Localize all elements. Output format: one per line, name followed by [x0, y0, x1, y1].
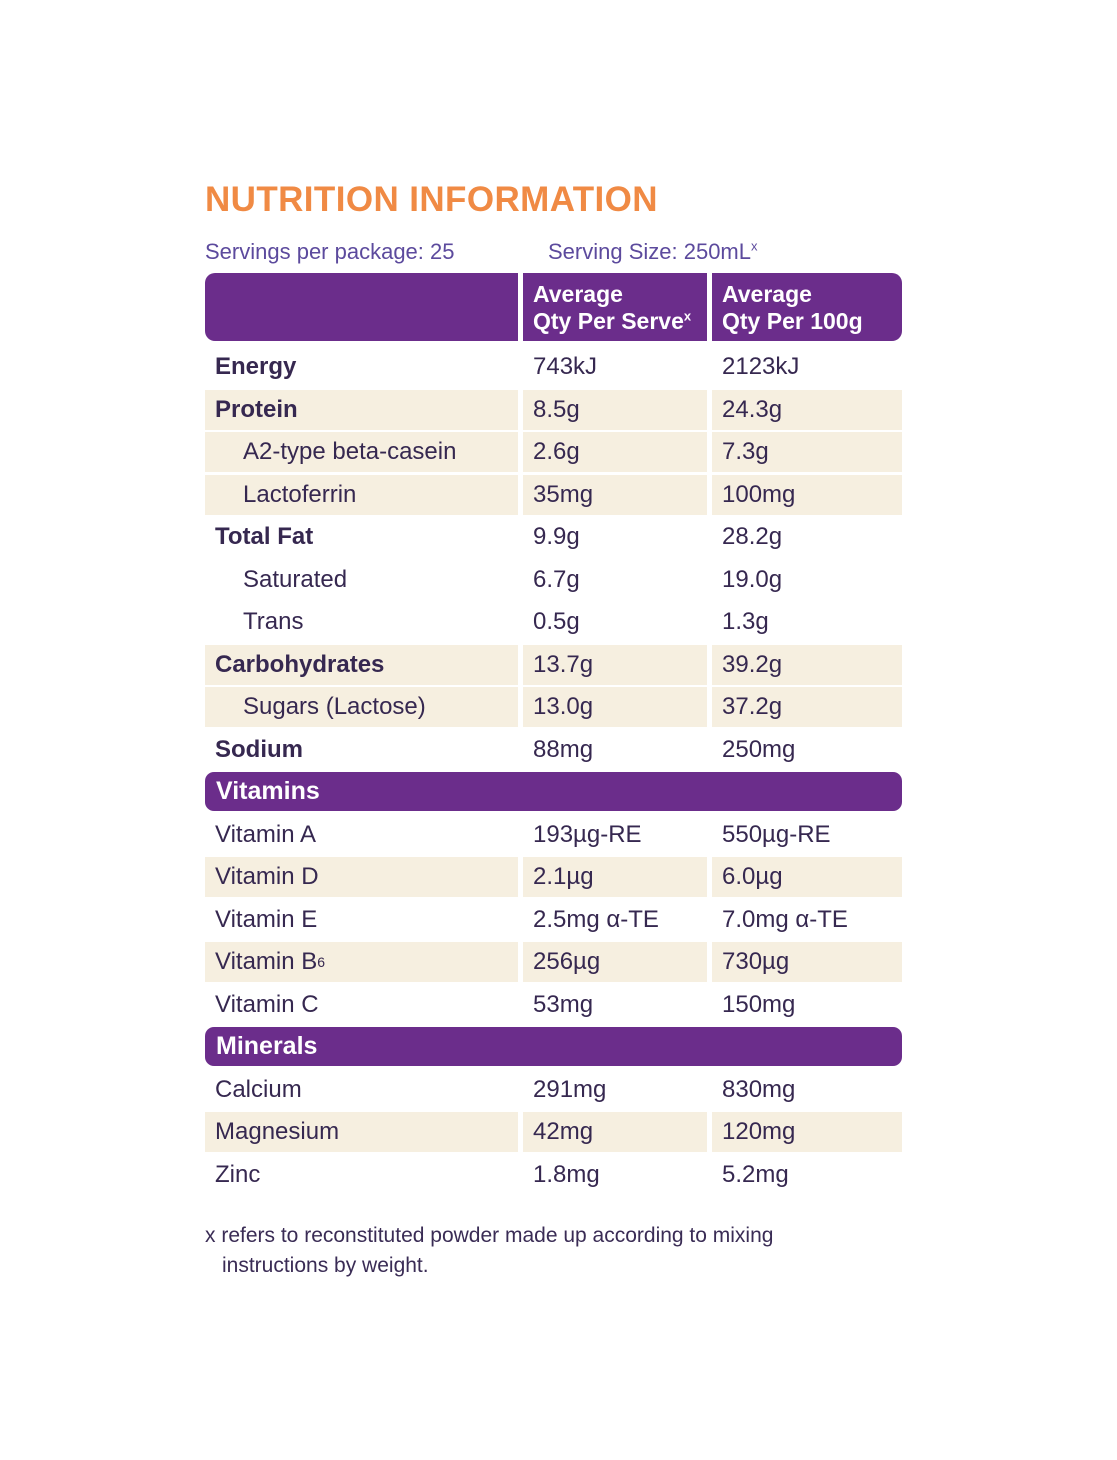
table-row: Saturated 6.7g 19.0g	[205, 559, 902, 600]
value-per-100g: 1.3g	[712, 602, 902, 643]
table-row: Energy 743kJ 2123kJ	[205, 347, 902, 388]
value-per-serve: 2.6g	[523, 432, 707, 473]
nutrient-label: Vitamin C	[205, 984, 518, 1025]
table-row: Zinc 1.8mg 5.2mg	[205, 1154, 902, 1195]
value-per-serve: 13.7g	[523, 644, 707, 685]
value-per-100g: 37.2g	[712, 687, 902, 728]
value-per-serve: 13.0g	[523, 687, 707, 728]
nutrient-label: Carbohydrates	[205, 644, 518, 685]
value-per-serve: 2.1µg	[523, 857, 707, 898]
table-row: Sodium 88mg 250mg	[205, 729, 902, 770]
value-per-100g: 7.3g	[712, 432, 902, 473]
header-nutrient-column	[205, 273, 518, 342]
value-per-serve: 8.5g	[523, 389, 707, 430]
table-row: Vitamin E 2.5mg α-TE 7.0mg α-TE	[205, 899, 902, 940]
nutrient-label: Sugars (Lactose)	[205, 687, 518, 728]
footnote-line-2: instructions by weight.	[222, 1253, 429, 1277]
table-row: Vitamin D 2.1µg 6.0µg	[205, 857, 902, 898]
table-row: Vitamin C 53mg 150mg	[205, 984, 902, 1025]
table-row: A2-type beta-casein 2.6g 7.3g	[205, 432, 902, 473]
value-per-serve: 256µg	[523, 942, 707, 983]
table-row: Trans 0.5g 1.3g	[205, 602, 902, 643]
value-per-serve: 9.9g	[523, 517, 707, 558]
nutrient-label: Lactoferrin	[205, 474, 518, 515]
nutrient-label: Protein	[205, 389, 518, 430]
value-per-serve: 6.7g	[523, 559, 707, 600]
value-per-100g: 2123kJ	[712, 347, 902, 388]
table-header-row: Average Qty Per Servex Average Qty Per 1…	[205, 273, 902, 342]
nutrient-label: Energy	[205, 347, 518, 388]
value-per-serve: 743kJ	[523, 347, 707, 388]
table-row: Carbohydrates 13.7g 39.2g	[205, 644, 902, 685]
table-row: Lactoferrin 35mg 100mg	[205, 474, 902, 515]
value-per-100g: 6.0µg	[712, 857, 902, 898]
nutrient-label: Total Fat	[205, 517, 518, 558]
value-per-serve: 35mg	[523, 474, 707, 515]
serving-size: Serving Size: 250mLx	[548, 238, 758, 264]
value-per-100g: 28.2g	[712, 517, 902, 558]
nutrient-label: Zinc	[205, 1154, 518, 1195]
footnote-line-1: x refers to reconstituted powder made up…	[205, 1223, 774, 1247]
table-row: Magnesium 42mg 120mg	[205, 1112, 902, 1153]
value-per-100g: 5.2mg	[712, 1154, 902, 1195]
value-per-100g: 7.0mg α-TE	[712, 899, 902, 940]
nutrient-label: Calcium	[205, 1069, 518, 1110]
value-per-100g: 39.2g	[712, 644, 902, 685]
nutrient-label: A2-type beta-casein	[205, 432, 518, 473]
table-row: Protein 8.5g 24.3g	[205, 389, 902, 430]
table-row: Vitamin A 193µg-RE 550µg-RE	[205, 814, 902, 855]
value-per-serve: 42mg	[523, 1112, 707, 1153]
servings-per-package: Servings per package: 25	[205, 239, 455, 264]
header-per-100g-column: Average Qty Per 100g	[712, 273, 902, 342]
value-per-serve: 291mg	[523, 1069, 707, 1110]
table-row: Sugars (Lactose) 13.0g 37.2g	[205, 687, 902, 728]
footnote: x refers to reconstituted powder made up…	[205, 1221, 902, 1281]
header-per-serve-column: Average Qty Per Servex	[523, 273, 707, 342]
nutrient-label: Vitamin E	[205, 899, 518, 940]
nutrient-label: Saturated	[205, 559, 518, 600]
value-per-serve: 0.5g	[523, 602, 707, 643]
nutrition-table: Average Qty Per Servex Average Qty Per 1…	[205, 273, 902, 1195]
value-per-serve: 1.8mg	[523, 1154, 707, 1195]
nutrient-label: Sodium	[205, 729, 518, 770]
value-per-100g: 830mg	[712, 1069, 902, 1110]
table-row: Total Fat 9.9g 28.2g	[205, 517, 902, 558]
value-per-serve: 2.5mg α-TE	[523, 899, 707, 940]
value-per-100g: 100mg	[712, 474, 902, 515]
minerals-section-header: Minerals	[205, 1027, 902, 1067]
vitamins-section-header: Vitamins	[205, 772, 902, 812]
nutrition-panel: NUTRITION INFORMATION Servings per packa…	[205, 182, 902, 1281]
serving-info: Servings per package: 25 Serving Size: 2…	[205, 239, 902, 265]
table-row: Calcium 291mg 830mg	[205, 1069, 902, 1110]
value-per-100g: 150mg	[712, 984, 902, 1025]
nutrient-label: Vitamin D	[205, 857, 518, 898]
value-per-100g: 250mg	[712, 729, 902, 770]
value-per-serve: 53mg	[523, 984, 707, 1025]
serving-size-footnote-marker: x	[751, 238, 758, 254]
value-per-serve: 193µg-RE	[523, 814, 707, 855]
nutrient-label: Vitamin A	[205, 814, 518, 855]
nutrient-label: Magnesium	[205, 1112, 518, 1153]
value-per-100g: 24.3g	[712, 389, 902, 430]
value-per-100g: 550µg-RE	[712, 814, 902, 855]
per-serve-footnote-marker: x	[683, 308, 692, 324]
value-per-100g: 120mg	[712, 1112, 902, 1153]
value-per-100g: 19.0g	[712, 559, 902, 600]
value-per-serve: 88mg	[523, 729, 707, 770]
nutrient-label: Trans	[205, 602, 518, 643]
value-per-100g: 730µg	[712, 942, 902, 983]
nutrition-title: NUTRITION INFORMATION	[205, 180, 658, 219]
